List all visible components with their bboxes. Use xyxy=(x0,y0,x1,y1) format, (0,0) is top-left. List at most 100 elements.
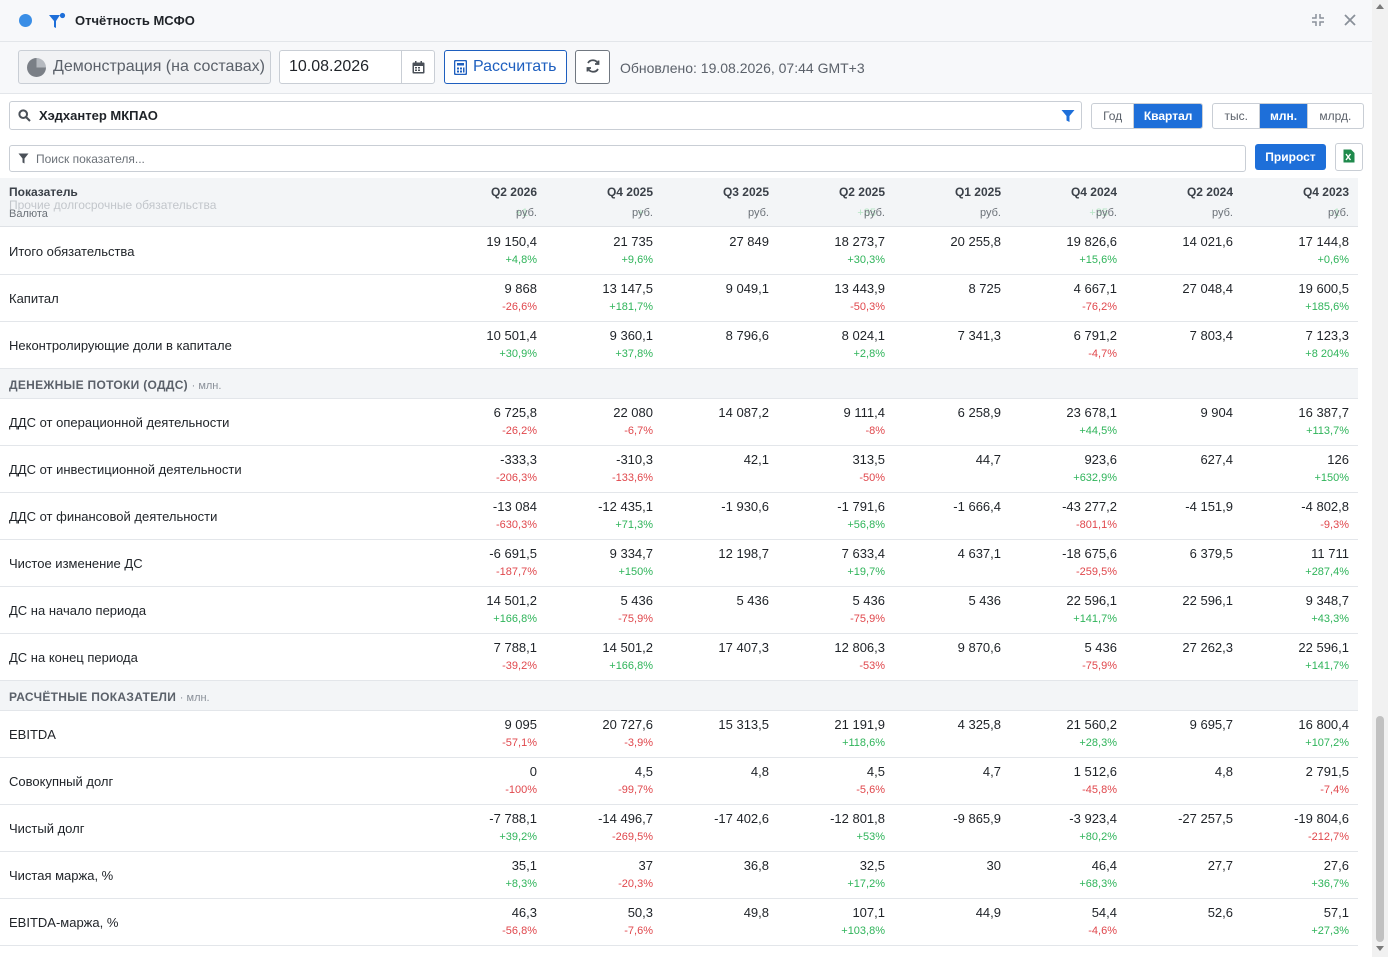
column-currency: руб. xyxy=(1096,207,1117,219)
toolbar: Демонстрация (на составах) 10.08.2026 Ра… xyxy=(0,42,1372,94)
cell-value: 7 633,4 xyxy=(841,546,885,561)
table-cell: 0 -100% xyxy=(421,764,537,797)
table-row[interactable]: EBITDA 9 095 -57,1% 20 727,6 -3,9% 15 313,5 21… xyxy=(0,711,1358,758)
growth-toggle-button[interactable]: Прирост xyxy=(1255,144,1326,170)
cell-change: -45,8% xyxy=(1082,784,1117,796)
calendar-icon[interactable] xyxy=(401,51,434,83)
column-header[interactable]: +35 Q2 2025 руб. xyxy=(769,178,885,227)
cell-value: 27,7 xyxy=(1207,858,1233,873)
calculate-button[interactable]: Рассчитать xyxy=(444,50,567,84)
indicator-search[interactable]: Поиск показателя... xyxy=(9,145,1246,172)
close-icon[interactable] xyxy=(1342,11,1358,29)
table-cell: 14 087,2 xyxy=(653,405,769,424)
table-row[interactable]: Чистый долг -7 788,1 +39,2% -14 496,7 -269,5… xyxy=(0,805,1358,852)
row-label: Чистая маржа, % xyxy=(9,868,114,883)
cell-value: 6 258,9 xyxy=(957,405,1001,420)
table-row[interactable]: EBITDA-маржа, % 46,3 -56,8% 50,3 -7,6% 49,8 10… xyxy=(0,899,1358,946)
cell-change: +103,8% xyxy=(841,925,885,937)
cell-value: 21 191,9 xyxy=(834,717,885,732)
scroll-up-icon[interactable] xyxy=(1376,4,1384,9)
table-row[interactable]: Капитал 9 868 -26,6% 13 147,5 +181,7% 9 049,1… xyxy=(0,275,1358,322)
table-row[interactable]: ДС на начало периода 14 501,2 +166,8% 5 436… xyxy=(0,587,1358,634)
table-row[interactable]: ДДС от инвестиционной деятельности -333,3… xyxy=(0,446,1358,493)
cell-change: -9,3% xyxy=(1320,519,1349,531)
date-field[interactable]: 10.08.2026 xyxy=(279,50,435,84)
cell-change: -3,9% xyxy=(624,737,653,749)
ghost-change: -1 xyxy=(1330,207,1340,219)
unit-thousand-button[interactable]: тыс. xyxy=(1213,104,1261,128)
cell-change: +28,3% xyxy=(1079,737,1117,749)
cell-change: -75,9% xyxy=(618,613,653,625)
excel-export-button[interactable] xyxy=(1335,143,1363,171)
calculate-label: Рассчитать xyxy=(473,58,557,75)
cell-value: 49,8 xyxy=(743,905,769,920)
table-row[interactable]: ДДС от финансовой деятельности -13 084 -63… xyxy=(0,493,1358,540)
cell-value: -27 257,5 xyxy=(1178,811,1233,826)
column-period: Q2 2024 xyxy=(1186,185,1233,199)
cell-change: -50% xyxy=(859,472,885,484)
indicator-header: Показатель xyxy=(9,185,78,199)
table-cell: -43 277,2 -801,1% xyxy=(1001,499,1117,532)
table-row[interactable]: Чистое изменение ДС -6 691,5 -187,7% 9 334,… xyxy=(0,540,1358,587)
table-cell: 13 147,5 +181,7% xyxy=(537,281,653,314)
column-header[interactable]: Q3 2025 руб. xyxy=(653,178,769,227)
row-label: Совокупный долг xyxy=(9,774,114,789)
cell-value: 8 024,1 xyxy=(841,328,885,343)
table-cell: 6 791,2 -4,7% xyxy=(1001,328,1117,361)
cell-change: +107,2% xyxy=(1305,737,1349,749)
row-label: ДС на начало периода xyxy=(9,603,147,618)
cell-change: +118,6% xyxy=(842,737,885,749)
column-header[interactable]: +1 Q2 2026 руб. xyxy=(421,178,537,227)
unit-billion-button[interactable]: млрд. xyxy=(1319,109,1352,123)
table-cell: 22 596,1 +141,7% xyxy=(1001,593,1117,626)
table-cell: 17 144,8 +0,6% xyxy=(1233,234,1349,267)
collapse-icon[interactable] xyxy=(1310,11,1326,29)
period-year-button[interactable]: Год xyxy=(1092,104,1135,128)
cell-change: +56,8% xyxy=(847,519,885,531)
cell-change: -100% xyxy=(505,784,537,796)
filter-icon[interactable] xyxy=(1061,109,1075,123)
cell-value: 4,8 xyxy=(1214,764,1233,779)
table-row[interactable]: ДДС от операционной деятельности 6 725,8 -… xyxy=(0,399,1358,446)
cell-change: -187,7% xyxy=(496,566,537,578)
table-cell: 9 695,7 xyxy=(1117,717,1233,736)
cell-change: +141,7% xyxy=(1073,613,1117,625)
table-cell: 5 436 -75,9% xyxy=(769,593,885,626)
table-cell: 21 560,2 +28,3% xyxy=(1001,717,1117,750)
column-header[interactable]: Q2 2024 руб. xyxy=(1117,178,1233,227)
refresh-button[interactable] xyxy=(575,50,610,84)
cell-change: -206,3% xyxy=(496,472,537,484)
column-header[interactable]: -1 Q4 2023 руб. xyxy=(1233,178,1349,227)
column-header[interactable]: + Q4 2025 руб. xyxy=(537,178,653,227)
cell-value: 627,4 xyxy=(1200,452,1233,467)
table-cell: 9 111,4 -8% xyxy=(769,405,885,438)
cell-change: -8% xyxy=(865,425,885,437)
date-value[interactable]: 10.08.2026 xyxy=(289,58,370,75)
period-quarter-button[interactable]: Квартал xyxy=(1134,104,1202,128)
cell-value: 10 501,4 xyxy=(486,328,537,343)
table-row[interactable]: Неконтролирующие доли в капитале 10 501,4… xyxy=(0,322,1358,369)
cell-value: 23 678,1 xyxy=(1066,405,1117,420)
unit-million-button[interactable]: млн. xyxy=(1260,104,1308,128)
window-title: Отчётность МСФО xyxy=(75,13,195,28)
scroll-down-icon[interactable] xyxy=(1376,946,1384,951)
cell-value: 27 048,4 xyxy=(1182,281,1233,296)
column-header[interactable]: +35 Q4 2024 руб. xyxy=(1001,178,1117,227)
table-cell: 44,7 xyxy=(885,452,1001,471)
table-header: Прочие долгосрочные обязательства Показа… xyxy=(0,178,1358,227)
column-header[interactable]: Q1 2025 руб. xyxy=(885,178,1001,227)
table-row[interactable]: Совокупный долг 0 -100% 4,5 -99,7% 4,8 4,5 -5,6… xyxy=(0,758,1358,805)
table-row[interactable]: Чистая маржа, % 35,1 +8,3% 37 -20,3% 36,8 32,5… xyxy=(0,852,1358,899)
table-cell: -4 151,9 xyxy=(1117,499,1233,518)
company-selector[interactable]: Хэдхантер МКПАО xyxy=(9,101,1082,130)
indicator-search-input[interactable]: Поиск показателя... xyxy=(36,151,145,166)
table-body: Итого обязательства 19 150,4 +4,8% 21 735 +9… xyxy=(0,228,1358,946)
table-cell: 27 849 xyxy=(653,234,769,253)
scrollbar-thumb[interactable] xyxy=(1376,716,1384,942)
table-cell: -12 435,1 +71,3% xyxy=(537,499,653,532)
demo-mode-button[interactable]: Демонстрация (на составах) xyxy=(18,50,271,84)
table-cell: 16 800,4 +107,2% xyxy=(1233,717,1349,750)
ghost-change: + xyxy=(637,207,644,219)
table-row[interactable]: Итого обязательства 19 150,4 +4,8% 21 735 +9… xyxy=(0,228,1358,275)
table-row[interactable]: ДС на конец периода 7 788,1 -39,2% 14 501,2… xyxy=(0,634,1358,681)
